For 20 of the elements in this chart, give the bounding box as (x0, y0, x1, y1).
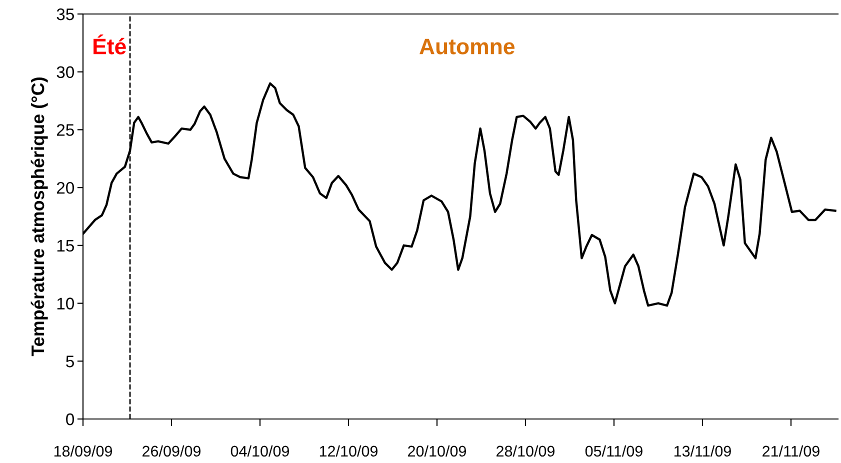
x-tick-label: 18/09/09 (54, 445, 112, 457)
y-tick-label: 0 (66, 413, 74, 426)
x-tick-label: 13/11/09 (674, 445, 731, 457)
y-tick-label: 20 (56, 182, 74, 194)
y-tick-label: 15 (57, 240, 74, 252)
y-tick-label: 5 (66, 356, 74, 368)
y-axis-title: Température atmosphérique (°C) (30, 78, 48, 356)
x-tick-label: 04/10/09 (230, 445, 290, 457)
y-tick-label: 30 (56, 66, 74, 78)
y-tick-label: 35 (56, 8, 74, 20)
x-tick-label: 12/10/09 (320, 445, 378, 457)
x-tick-label: 20/10/09 (408, 445, 466, 457)
y-tick-label: 25 (56, 124, 74, 136)
x-tick-label: 21/11/09 (762, 445, 820, 457)
x-tick-label: 05/11/09 (585, 445, 642, 457)
x-tick-label: 28/10/09 (496, 445, 555, 457)
x-tick-label: 26/09/09 (142, 445, 201, 457)
y-tick-label: 10 (57, 298, 74, 310)
annotation: Automne (420, 38, 515, 54)
annotation: Été (94, 34, 126, 54)
